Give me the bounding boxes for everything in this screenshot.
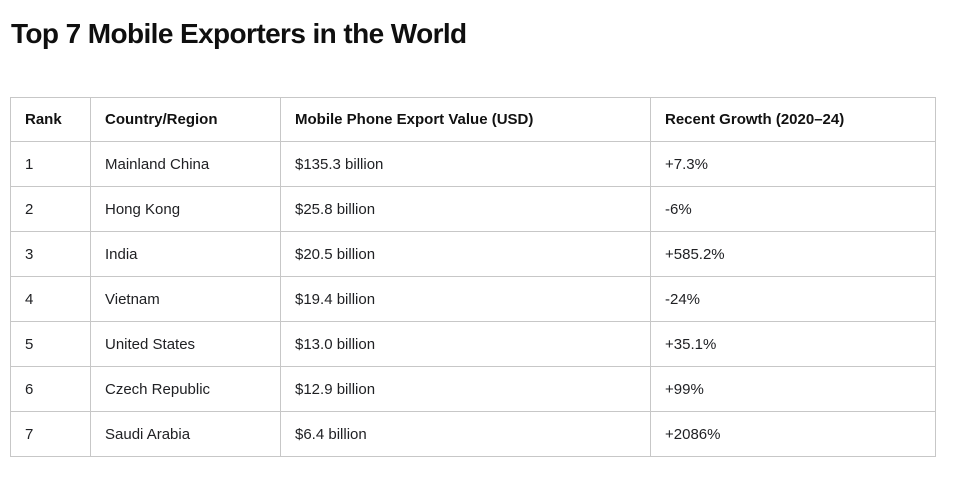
column-header-rank: Rank xyxy=(10,97,91,142)
table-row: 2 Hong Kong $25.8 billion -6% xyxy=(10,186,936,232)
country-cell: India xyxy=(90,231,281,277)
rank-cell: 2 xyxy=(10,186,91,232)
growth-cell: +7.3% xyxy=(650,141,936,187)
rank-cell: 1 xyxy=(10,141,91,187)
export-value-cell: $135.3 billion xyxy=(280,141,651,187)
table-row: 6 Czech Republic $12.9 billion +99% xyxy=(10,366,936,412)
column-header-growth: Recent Growth (2020–24) xyxy=(650,97,936,142)
rank-cell: 6 xyxy=(10,366,91,412)
table-row: 5 United States $13.0 billion +35.1% xyxy=(10,321,936,367)
export-value-cell: $12.9 billion xyxy=(280,366,651,412)
country-cell: Saudi Arabia xyxy=(90,411,281,457)
growth-cell: -6% xyxy=(650,186,936,232)
country-cell: United States xyxy=(90,321,281,367)
country-cell: Hong Kong xyxy=(90,186,281,232)
rank-cell: 5 xyxy=(10,321,91,367)
rank-cell: 3 xyxy=(10,231,91,277)
export-value-cell: $19.4 billion xyxy=(280,276,651,322)
country-cell: Vietnam xyxy=(90,276,281,322)
table-row: 3 India $20.5 billion +585.2% xyxy=(10,231,936,277)
country-cell: Mainland China xyxy=(90,141,281,187)
rank-cell: 4 xyxy=(10,276,91,322)
growth-cell: +99% xyxy=(650,366,936,412)
export-value-cell: $20.5 billion xyxy=(280,231,651,277)
table-header-row: Rank Country/Region Mobile Phone Export … xyxy=(10,97,936,142)
table-row: 1 Mainland China $135.3 billion +7.3% xyxy=(10,141,936,187)
column-header-country: Country/Region xyxy=(90,97,281,142)
exporters-table: Rank Country/Region Mobile Phone Export … xyxy=(10,97,936,457)
column-header-export-value: Mobile Phone Export Value (USD) xyxy=(280,97,651,142)
rank-cell: 7 xyxy=(10,411,91,457)
page-title: Top 7 Mobile Exporters in the World xyxy=(11,18,467,49)
country-cell: Czech Republic xyxy=(90,366,281,412)
export-value-cell: $13.0 billion xyxy=(280,321,651,367)
export-value-cell: $6.4 billion xyxy=(280,411,651,457)
export-value-cell: $25.8 billion xyxy=(280,186,651,232)
growth-cell: +585.2% xyxy=(650,231,936,277)
growth-cell: -24% xyxy=(650,276,936,322)
table-row: 7 Saudi Arabia $6.4 billion +2086% xyxy=(10,411,936,457)
table-row: 4 Vietnam $19.4 billion -24% xyxy=(10,276,936,322)
growth-cell: +35.1% xyxy=(650,321,936,367)
growth-cell: +2086% xyxy=(650,411,936,457)
